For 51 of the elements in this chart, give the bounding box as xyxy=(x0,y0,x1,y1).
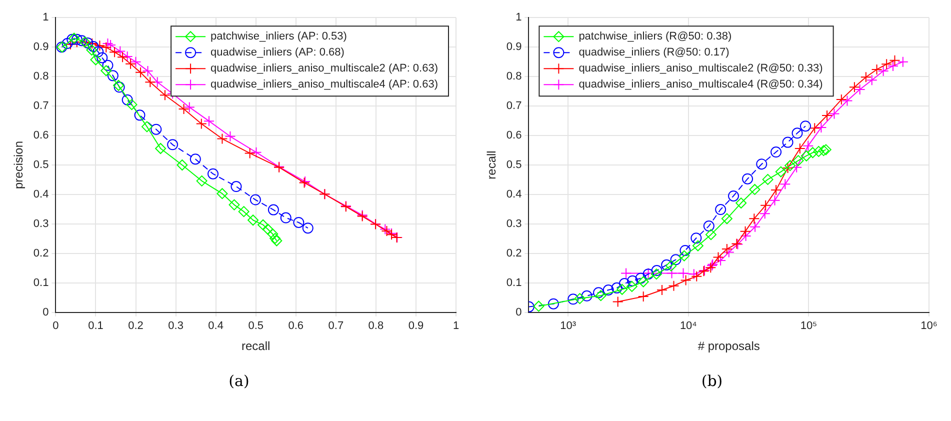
x-tick-label: 0 xyxy=(52,320,59,332)
x-tick-label: 0.6 xyxy=(288,320,304,332)
x-tick-label: 0.4 xyxy=(208,320,224,332)
x-tick-label: 0.9 xyxy=(408,320,424,332)
y-tick-label: 0.3 xyxy=(506,218,522,230)
legend-label: quadwise_inliers_aniso_multiscale2 (AP: 0.63) xyxy=(210,62,438,75)
y-tick-label: 0.4 xyxy=(506,188,522,201)
y-tick-label: 0.8 xyxy=(33,70,49,83)
legend-label: quadwise_inliers_aniso_multiscale4 (R@50: 0.34) xyxy=(578,78,823,91)
y-tick-label: 0.9 xyxy=(33,41,49,54)
y-axis-title: precision xyxy=(12,140,26,190)
text: (b) xyxy=(700,372,724,390)
x-tick-label: 0.5 xyxy=(248,320,264,332)
x-axis-title: recall xyxy=(242,339,270,354)
y-tick-label: 0.5 xyxy=(33,159,49,172)
y-tick-label: 0.1 xyxy=(33,276,49,289)
y-tick-label: 0.2 xyxy=(33,247,49,260)
x-tick-label: 10⁶ xyxy=(920,320,938,332)
x-tick-label: 10³ xyxy=(560,320,576,332)
x-tick-label: 0.8 xyxy=(368,320,384,332)
y-tick-label: 0.7 xyxy=(506,100,522,112)
legend-label: quadwise_inliers_aniso_multiscale4 (AP: 0.63) xyxy=(210,78,438,91)
x-tick-label: 0.1 xyxy=(88,320,104,332)
x-tick-label: 10⁵ xyxy=(800,320,818,332)
x-axis-title: # proposals xyxy=(698,339,760,354)
y-tick-label: 0.1 xyxy=(506,276,522,289)
x-tick-label: 1 xyxy=(452,320,460,332)
y-tick-label: 0.4 xyxy=(33,188,49,201)
y-tick-label: 0.6 xyxy=(506,130,522,142)
legend-label: quadwise_inliers (R@50: 0.17) xyxy=(578,46,730,59)
y-tick-label: 0 xyxy=(42,306,49,318)
x-tick-label: 0.2 xyxy=(128,320,144,332)
y-tick-label: 1 xyxy=(42,12,49,24)
legend-label: quadwise_inliers_aniso_multiscale2 (R@50: 0.33) xyxy=(578,62,823,75)
y-tick-label: 0.7 xyxy=(33,100,49,112)
text: (a) xyxy=(228,372,250,390)
legend-label: patchwise_inliers (AP: 0.53) xyxy=(210,30,347,43)
y-tick-label: 0.2 xyxy=(506,247,522,260)
y-tick-label: 0.5 xyxy=(506,159,522,172)
x-tick-label: 0.7 xyxy=(328,320,344,332)
y-tick-label: 0.8 xyxy=(506,70,522,83)
x-tick-label: 10⁴ xyxy=(680,320,698,332)
y-tick-label: 0 xyxy=(516,306,522,318)
y-tick-label: 0.6 xyxy=(33,130,49,142)
y-tick-label: 0.9 xyxy=(506,41,522,54)
y-tick-label: 0.3 xyxy=(33,218,49,230)
legend-label: quadwise_inliers (AP: 0.68) xyxy=(210,46,344,59)
y-axis-title: recall xyxy=(484,150,499,180)
x-tick-label: 0.3 xyxy=(168,320,184,332)
legend-label: patchwise_inliers (R@50: 0.38) xyxy=(578,30,732,43)
y-tick-label: 1 xyxy=(516,12,522,24)
